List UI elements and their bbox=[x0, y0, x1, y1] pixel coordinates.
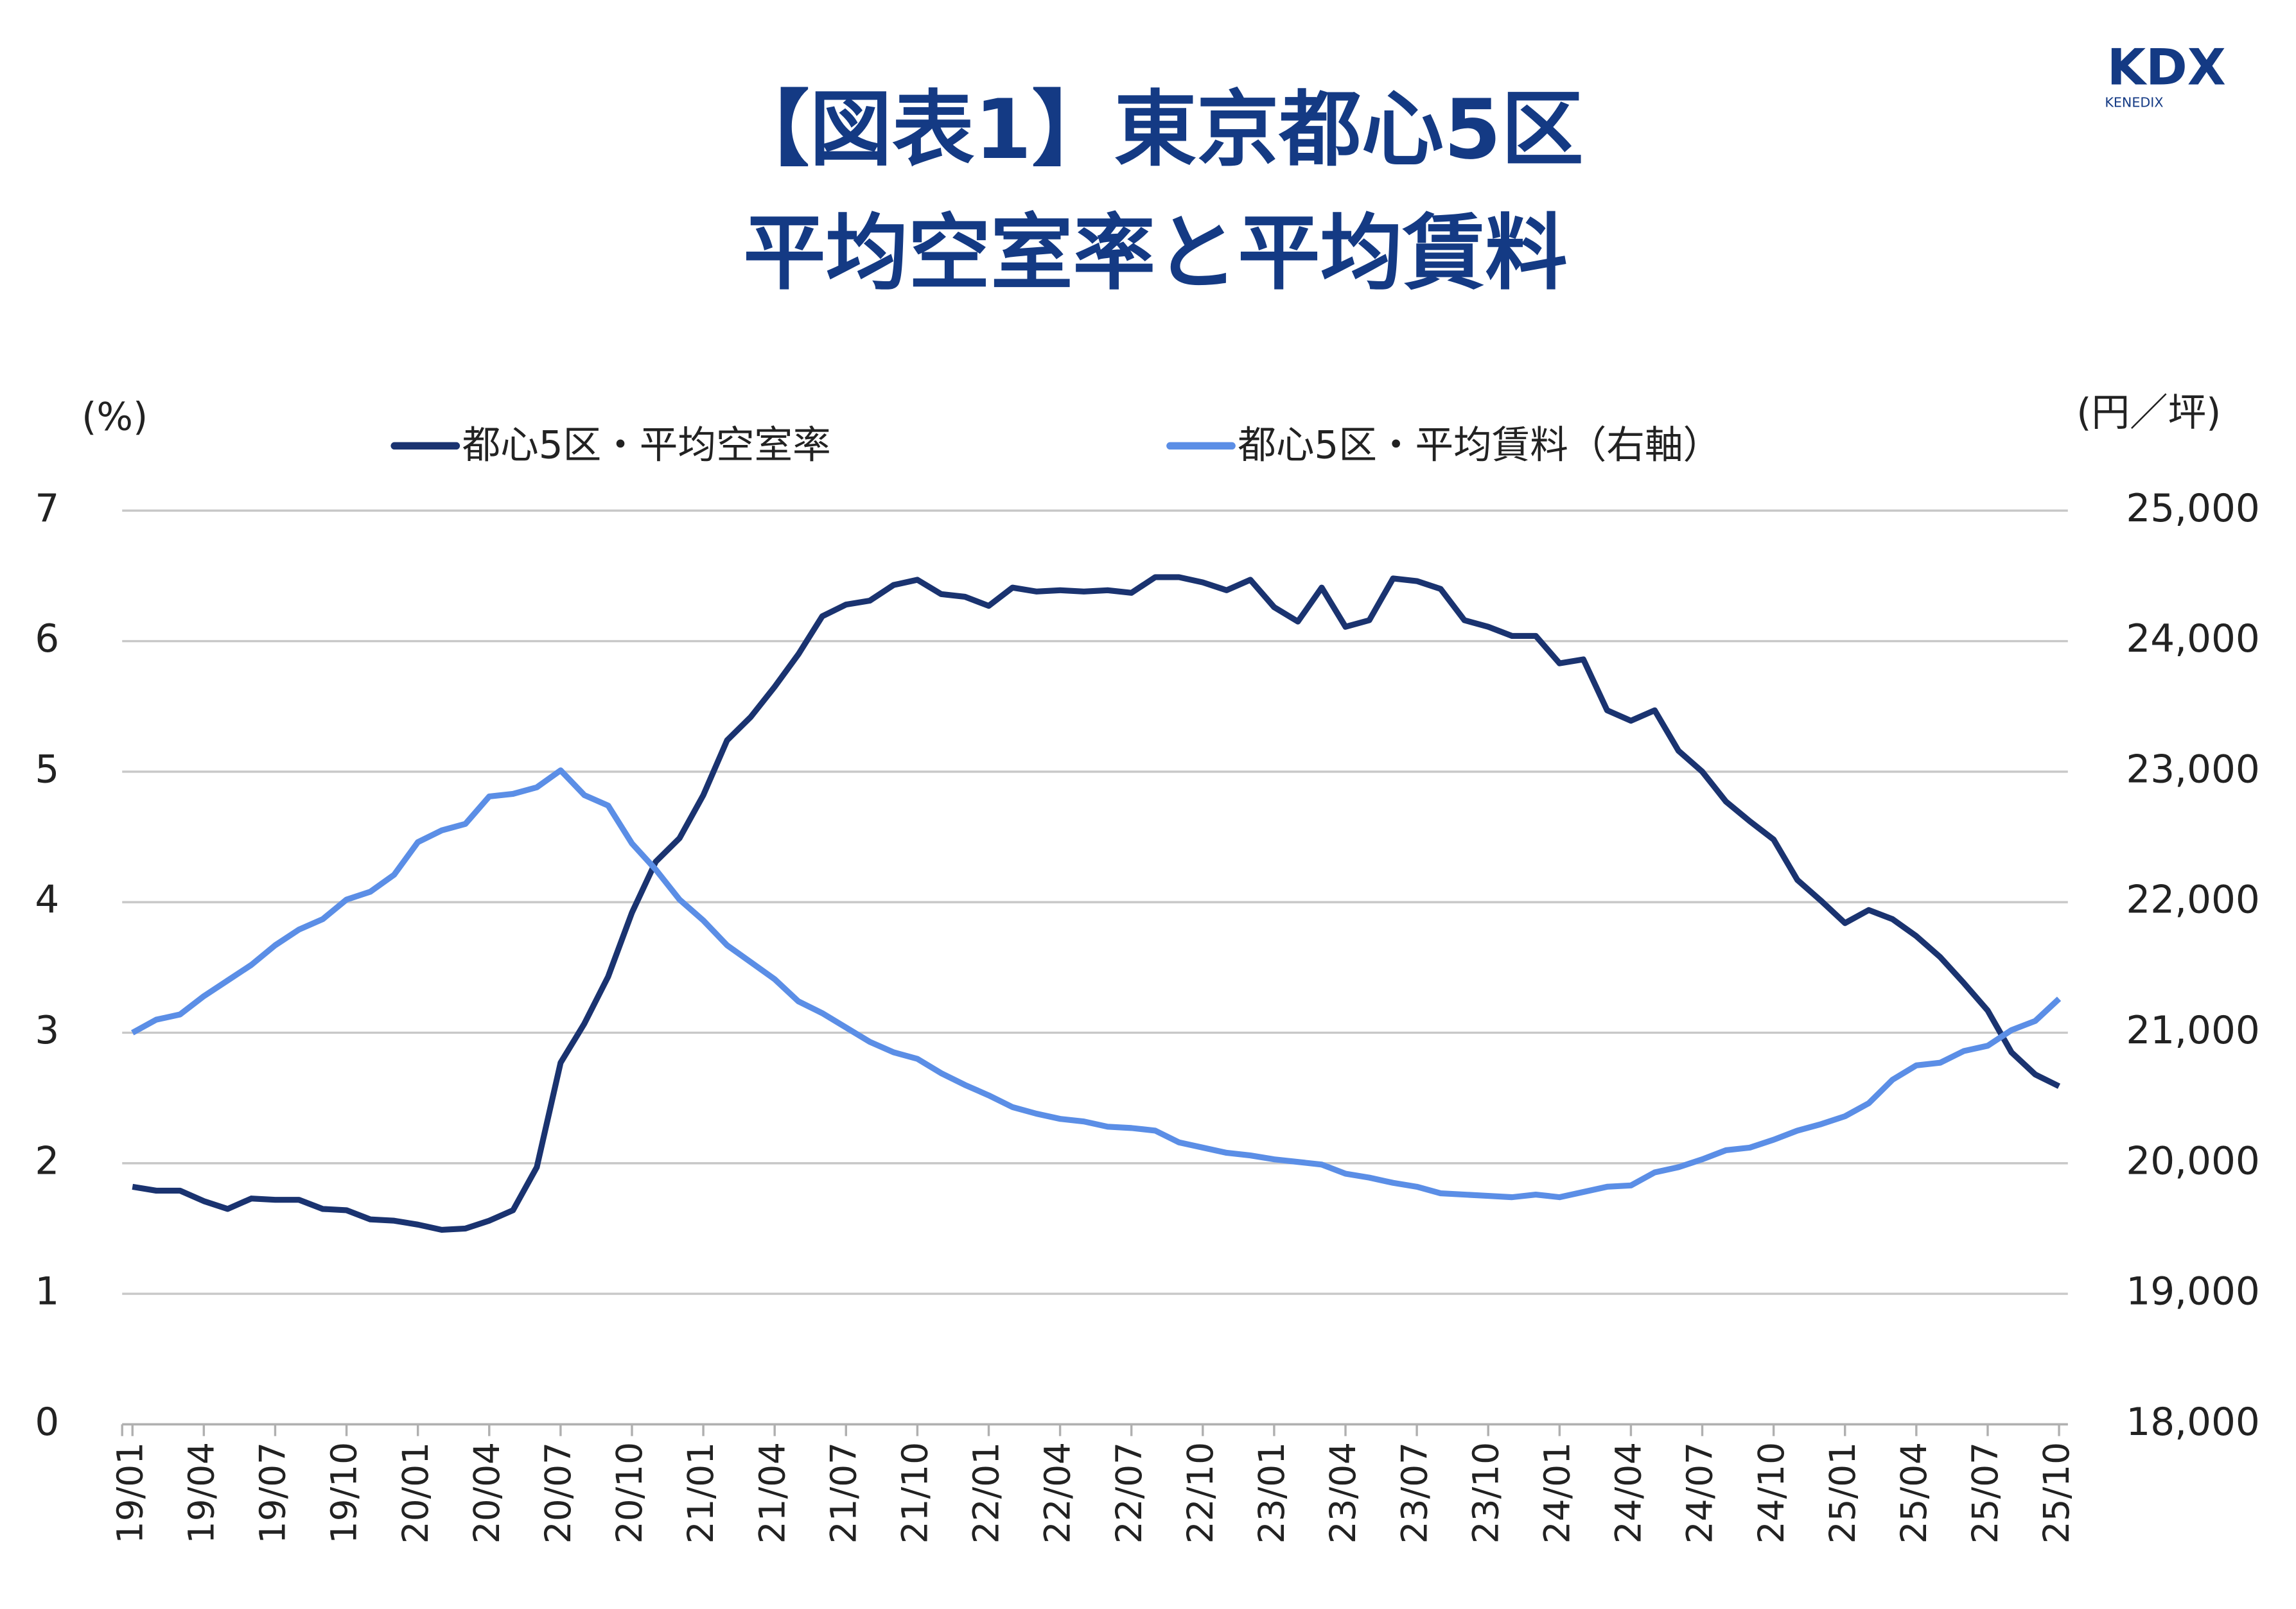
logo-subtext: KENEDIX bbox=[2105, 94, 2163, 110]
y2-tick-label: 21,000 bbox=[2126, 1009, 2259, 1053]
x-tick-label: 20/10 bbox=[609, 1442, 650, 1544]
x-tick-label: 19/01 bbox=[109, 1442, 150, 1544]
legend-label: 都心5区・平均空室率 bbox=[462, 423, 831, 467]
x-tick-label: 22/04 bbox=[1037, 1442, 1078, 1544]
x-tick-label: 22/07 bbox=[1109, 1442, 1150, 1544]
x-tick-label: 23/07 bbox=[1394, 1442, 1435, 1544]
x-tick-label: 23/04 bbox=[1322, 1442, 1363, 1544]
legend-label: 都心5区・平均賃料（右軸） bbox=[1238, 423, 1721, 467]
y-tick-label: 4 bbox=[35, 878, 59, 923]
y2-tick-label: 20,000 bbox=[2126, 1139, 2259, 1183]
x-tick-label: 24/10 bbox=[1751, 1442, 1792, 1544]
x-tick-label: 20/07 bbox=[538, 1442, 579, 1544]
x-tick-label: 25/04 bbox=[1893, 1442, 1934, 1544]
y-tick-label: 1 bbox=[35, 1270, 59, 1314]
logo: KDX bbox=[2107, 39, 2226, 97]
y-tick-label: 3 bbox=[35, 1009, 59, 1053]
x-tick-label: 20/01 bbox=[395, 1442, 436, 1544]
chart-title: 【図表1】東京都心5区 bbox=[727, 82, 1584, 178]
x-tick-label: 25/07 bbox=[1965, 1442, 2006, 1544]
y-tick-label: 5 bbox=[35, 747, 59, 792]
y2-tick-label: 25,000 bbox=[2126, 487, 2259, 531]
y-tick-label: 2 bbox=[35, 1139, 59, 1183]
x-tick-label: 19/04 bbox=[180, 1442, 222, 1544]
series-line bbox=[131, 767, 2062, 1201]
y2-tick-label: 18,000 bbox=[2126, 1400, 2259, 1445]
x-tick-label: 24/04 bbox=[1608, 1442, 1649, 1544]
x-tick-label: 22/10 bbox=[1180, 1442, 1221, 1544]
y2-axis-label: (円／坪) bbox=[2076, 391, 2221, 435]
y-axis-label: (%) bbox=[82, 396, 148, 440]
y-tick-label: 7 bbox=[35, 487, 59, 531]
x-tick-label: 24/01 bbox=[1536, 1442, 1577, 1544]
chart-subtitle: 平均空室率と平均賃料 bbox=[743, 206, 1567, 302]
x-tick-label: 19/10 bbox=[324, 1442, 365, 1544]
x-tick-label: 21/07 bbox=[823, 1442, 864, 1544]
y-tick-label: 6 bbox=[35, 617, 59, 661]
y2-tick-label: 24,000 bbox=[2126, 617, 2259, 661]
x-tick-label: 21/01 bbox=[680, 1442, 721, 1544]
x-tick-label: 20/04 bbox=[466, 1442, 507, 1544]
x-tick-label: 23/10 bbox=[1465, 1442, 1506, 1544]
x-tick-label: 25/10 bbox=[2036, 1442, 2077, 1544]
series-line bbox=[132, 574, 2061, 1233]
x-tick-label: 23/01 bbox=[1251, 1442, 1292, 1544]
x-tick-label: 22/01 bbox=[966, 1442, 1007, 1544]
y2-tick-label: 23,000 bbox=[2126, 747, 2259, 792]
x-tick-label: 21/10 bbox=[895, 1442, 936, 1544]
x-tick-label: 24/07 bbox=[1679, 1442, 1721, 1544]
y2-tick-label: 19,000 bbox=[2126, 1270, 2259, 1314]
x-tick-label: 21/04 bbox=[751, 1442, 793, 1544]
x-tick-label: 19/07 bbox=[252, 1442, 294, 1544]
x-tick-label: 25/01 bbox=[1822, 1442, 1863, 1544]
y2-tick-label: 22,000 bbox=[2126, 878, 2259, 923]
y-tick-label: 0 bbox=[35, 1400, 59, 1445]
